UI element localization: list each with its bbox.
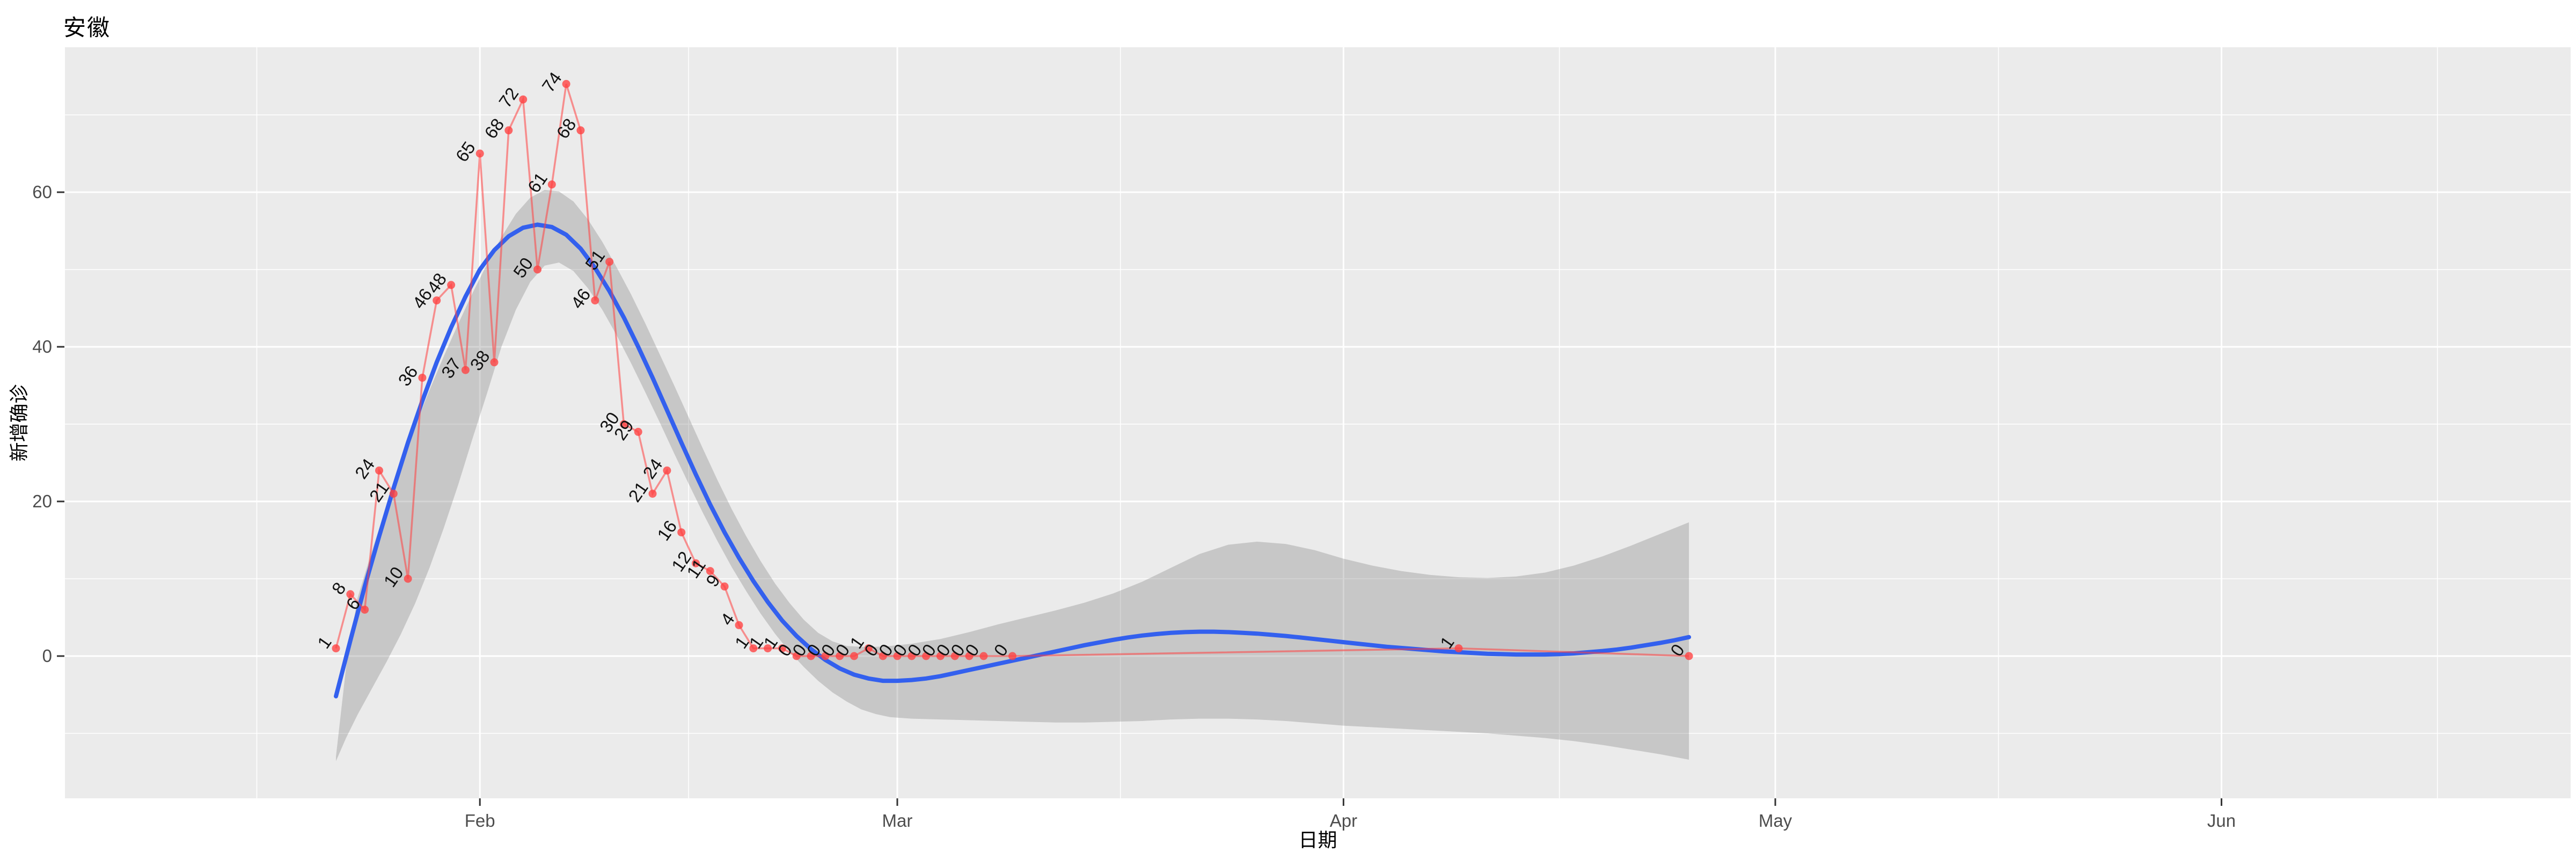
data-point — [792, 652, 801, 660]
data-point — [720, 582, 729, 591]
plot-title: 安徽 — [63, 15, 111, 40]
data-point — [490, 358, 499, 367]
data-point — [749, 644, 758, 653]
data-point — [850, 652, 858, 660]
data-point — [332, 644, 340, 653]
y-tick-label: 20 — [32, 491, 52, 511]
data-point — [519, 95, 528, 104]
x-axis-title: 日期 — [1298, 829, 1337, 851]
data-point — [433, 296, 441, 305]
data-point — [648, 490, 657, 498]
data-point — [346, 590, 355, 599]
data-point — [404, 574, 412, 583]
data-point — [950, 652, 959, 660]
data-point — [864, 644, 873, 653]
data-point — [634, 427, 642, 436]
data-point — [1008, 652, 1016, 660]
data-point — [807, 652, 815, 660]
data-point — [908, 652, 916, 660]
data-point — [1685, 652, 1693, 660]
data-point — [533, 265, 541, 274]
data-point — [663, 466, 671, 475]
data-point — [706, 567, 714, 576]
data-point — [735, 621, 743, 629]
axis-ticks — [57, 191, 2222, 806]
data-points — [332, 79, 1693, 660]
data-point — [778, 644, 786, 653]
data-point — [619, 420, 628, 428]
gridlines-major — [65, 47, 2571, 798]
data-point — [692, 559, 700, 567]
y-axis-title: 新增确诊 — [8, 384, 30, 461]
data-point — [591, 296, 599, 305]
x-tick-label: Mar — [882, 811, 913, 831]
y-tick-label: 0 — [42, 646, 52, 666]
y-tick-label: 40 — [32, 337, 52, 356]
data-point — [764, 644, 772, 653]
x-tick-label: Apr — [1330, 811, 1357, 831]
axis-tick-labels: 0 20 40 60 Feb Mar Apr May Jun — [32, 182, 2236, 831]
data-point — [461, 366, 470, 374]
x-tick-label: Feb — [465, 811, 495, 831]
data-point — [418, 374, 427, 382]
data-point — [361, 606, 369, 614]
data-point — [893, 652, 902, 660]
confidence-ribbon — [336, 190, 1689, 761]
smooth-line — [334, 222, 1692, 698]
data-point — [979, 652, 988, 660]
data-point — [821, 652, 830, 660]
y-tick-label: 60 — [32, 182, 52, 202]
data-point — [576, 126, 585, 135]
data-point — [375, 466, 383, 475]
data-point — [447, 281, 456, 289]
data-point — [504, 126, 513, 135]
panel-background — [65, 47, 2571, 798]
data-point — [547, 180, 556, 189]
data-point — [677, 528, 686, 537]
data-point — [389, 490, 398, 498]
data-point — [475, 149, 484, 158]
data-point — [836, 652, 844, 660]
x-tick-label: May — [1759, 811, 1792, 831]
data-point — [879, 652, 887, 660]
data-point — [936, 652, 945, 660]
x-tick-label: Jun — [2207, 811, 2236, 831]
data-point — [922, 652, 931, 660]
data-point — [1454, 644, 1463, 653]
data-point — [965, 652, 974, 660]
data-point — [605, 258, 614, 266]
gridlines-minor — [65, 47, 2571, 798]
data-point — [562, 79, 570, 88]
